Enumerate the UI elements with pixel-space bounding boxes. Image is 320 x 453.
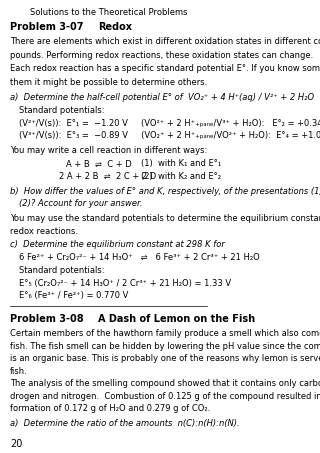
Text: redox reactions.: redox reactions. (10, 226, 78, 236)
Text: You may write a cell reaction in different ways:: You may write a cell reaction in differe… (10, 146, 207, 155)
Text: Standard potentials:: Standard potentials: (19, 106, 104, 115)
Text: Each redox reaction has a specific standard potential E°. If you know some of: Each redox reaction has a specific stand… (10, 64, 320, 73)
Text: Redox: Redox (98, 22, 132, 32)
Text: You may use the standard potentials to determine the equilibrium constants of: You may use the standard potentials to d… (10, 214, 320, 223)
Text: (V²⁺/V(s)):  E°₁ =  −1.20 V     (VO²⁺ + 2 H⁺₊ₚₐₙₑ/V³⁺ + H₂O):   E°₂ = +0.34 V: (V²⁺/V(s)): E°₁ = −1.20 V (VO²⁺ + 2 H⁺₊ₚ… (19, 119, 320, 128)
Text: Certain members of the hawthorn family produce a smell which also comes from: Certain members of the hawthorn family p… (10, 329, 320, 338)
Text: fish.: fish. (10, 367, 28, 376)
Text: (2)  with K₂ and E°₂: (2) with K₂ and E°₂ (141, 172, 221, 181)
Text: c)  Determine the equilibrium constant at 298 K for: c) Determine the equilibrium constant at… (10, 240, 225, 249)
Text: b)  How differ the values of E° and K, respectively, of the presentations (1) an: b) How differ the values of E° and K, re… (10, 187, 320, 196)
Text: fish. The fish smell can be hidden by lowering the pH value since the compound: fish. The fish smell can be hidden by lo… (10, 342, 320, 351)
Text: them it might be possible to determine others.: them it might be possible to determine o… (10, 77, 207, 87)
Text: A Dash of Lemon on the Fish: A Dash of Lemon on the Fish (98, 314, 255, 324)
Text: E°₅ (Cr₂O₇²⁻ + 14 H₃O⁺ / 2 Cr³⁺ + 21 H₂O) = 1.33 V: E°₅ (Cr₂O₇²⁻ + 14 H₃O⁺ / 2 Cr³⁺ + 21 H₂O… (19, 279, 231, 288)
Text: 20: 20 (10, 439, 22, 449)
Text: 2 A + 2 B  ⇌  2 C + 2 D: 2 A + 2 B ⇌ 2 C + 2 D (59, 172, 156, 181)
Text: 6 Fe²⁺ + Cr₂O₇²⁻ + 14 H₃O⁺   ⇌   6 Fe³⁺ + 2 Cr³⁺ + 21 H₂O: 6 Fe²⁺ + Cr₂O₇²⁻ + 14 H₃O⁺ ⇌ 6 Fe³⁺ + 2 … (19, 253, 259, 262)
Text: Problem 3-08: Problem 3-08 (10, 314, 84, 324)
Text: (V³⁺/V(s)):  E°₃ =  −0.89 V     (VO₂⁺ + 2 H⁺₊ₚₐₙₑ/VO²⁺ + H₂O):  E°₄ = +1.00 V: (V³⁺/V(s)): E°₃ = −0.89 V (VO₂⁺ + 2 H⁺₊ₚ… (19, 131, 320, 140)
Text: (1)  with K₁ and E°₁: (1) with K₁ and E°₁ (141, 159, 221, 169)
Text: is an organic base. This is probably one of the reasons why lemon is served with: is an organic base. This is probably one… (10, 354, 320, 363)
Text: (2)? Account for your answer.: (2)? Account for your answer. (19, 199, 142, 208)
Text: drogen and nitrogen.  Combustion of 0.125 g of the compound resulted in the: drogen and nitrogen. Combustion of 0.125… (10, 392, 320, 401)
Text: The analysis of the smelling compound showed that it contains only carbon, hy-: The analysis of the smelling compound sh… (10, 380, 320, 388)
Text: a)  Determine the half-cell potential E° of  VO₂⁺ + 4 H⁺(aq) / V²⁺ + 2 H₂O: a) Determine the half-cell potential E° … (10, 93, 314, 102)
Text: Solutions to the Theoretical Problems: Solutions to the Theoretical Problems (30, 8, 187, 17)
Text: Standard potentials:: Standard potentials: (19, 266, 104, 275)
Text: There are elements which exist in different oxidation states in different com-: There are elements which exist in differ… (10, 37, 320, 46)
Text: Problem 3-07: Problem 3-07 (10, 22, 84, 32)
Text: E°₆ (Fe³⁺ / Fe²⁺) = 0.770 V: E°₆ (Fe³⁺ / Fe²⁺) = 0.770 V (19, 291, 128, 300)
Text: pounds. Performing redox reactions, these oxidation states can change.: pounds. Performing redox reactions, thes… (10, 51, 313, 60)
Text: a)  Determine the ratio of the amounts  n(C):n(H):n(N).: a) Determine the ratio of the amounts n(… (10, 419, 240, 428)
Text: formation of 0.172 g of H₂O and 0.279 g of CO₂.: formation of 0.172 g of H₂O and 0.279 g … (10, 405, 210, 414)
Text: A + B  ⇌  C + D: A + B ⇌ C + D (66, 159, 132, 169)
